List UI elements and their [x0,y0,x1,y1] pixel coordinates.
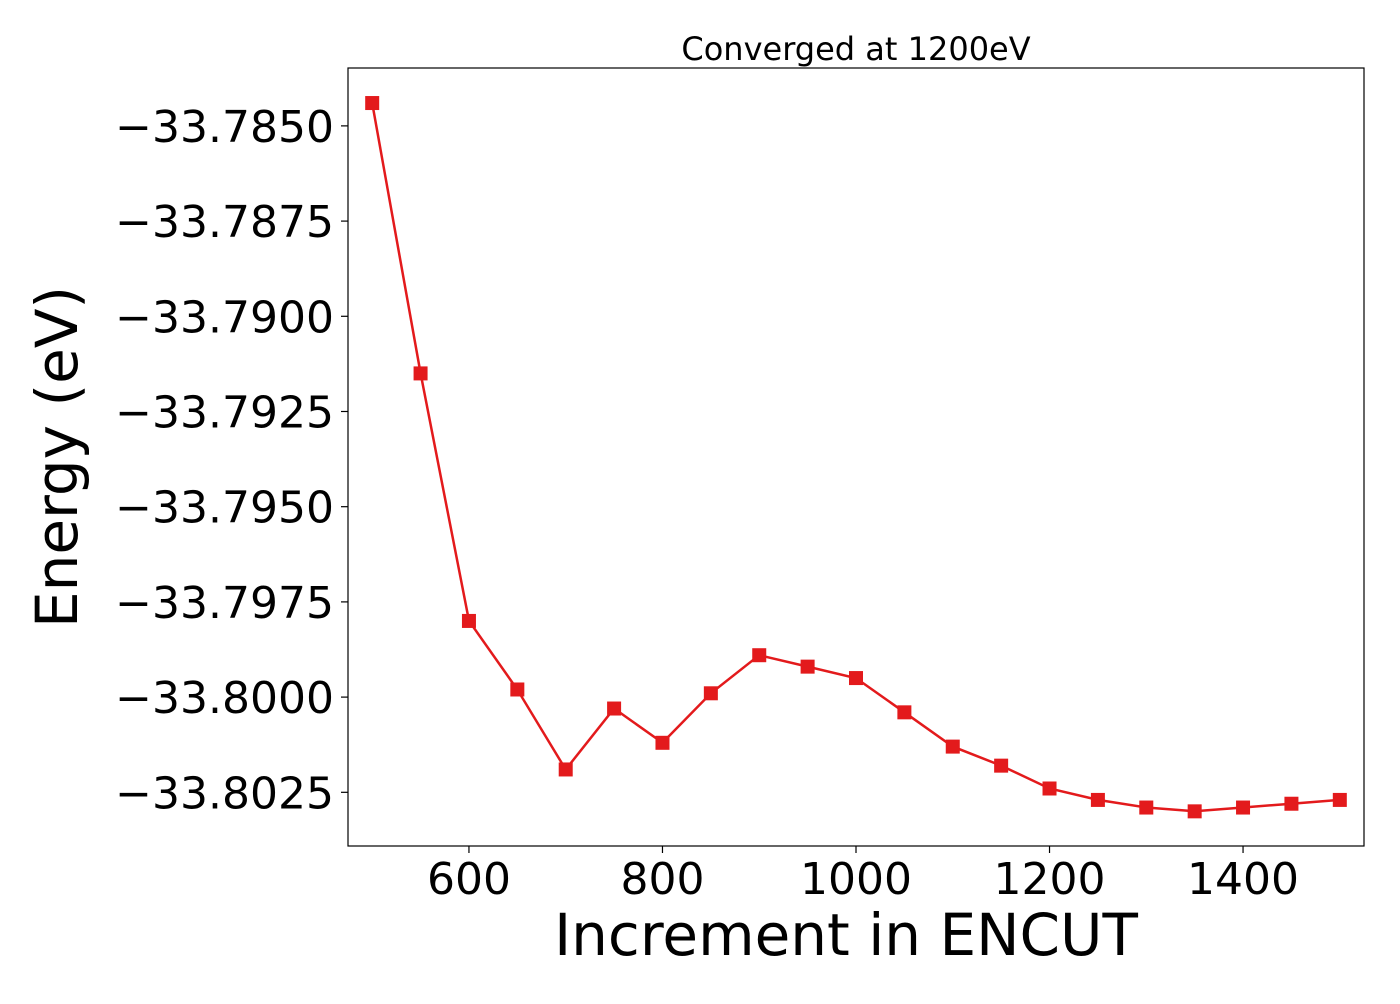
y-tick-label: −33.7875 [115,197,334,248]
data-point-marker [1332,792,1347,807]
data-point-marker [558,762,573,777]
data-point-marker [413,366,428,381]
data-point-marker [1284,796,1299,811]
chart-title: Converged at 1200eV [681,30,1030,68]
series-layer [365,96,1347,819]
data-point-marker [703,686,718,701]
x-axis: 600 800 1000 1200 1400 [427,846,1299,905]
x-tick-label: 800 [620,854,704,905]
data-point-marker [655,735,670,750]
y-tick-label: −33.7975 [115,578,334,629]
x-axis-title: Increment in ENCUT [554,901,1138,969]
x-tick-label: 1200 [994,854,1106,905]
data-point-marker [461,613,476,628]
y-tick-label: −33.8025 [115,768,334,819]
data-point-marker [800,659,815,674]
data-point-marker [365,96,380,111]
y-tick-label: −33.7900 [115,292,334,343]
y-tick-label: −33.7925 [115,387,334,438]
data-point-marker [897,705,912,720]
x-tick-label: 1400 [1187,854,1299,905]
data-point-marker [1187,804,1202,819]
data-point-marker [945,739,960,754]
y-axis-title: Energy (eV) [23,286,91,628]
x-tick-label: 1000 [800,854,912,905]
y-tick-label: −33.7950 [115,483,334,534]
data-point-marker [1090,792,1105,807]
data-point-marker [752,648,767,663]
y-tick-label: −33.8000 [115,673,334,724]
y-axis: −33.7850 −33.7875 −33.7900 −33.7925 −33.7950… [115,102,348,819]
plot-area-frame [347,67,1365,847]
data-point-marker [1236,800,1251,815]
data-point-marker [1139,800,1154,815]
data-point-marker [1042,781,1057,796]
y-tick-label: −33.7850 [115,102,334,153]
x-tick-label: 600 [427,854,511,905]
data-point-marker [849,671,863,686]
data-point-marker [994,758,1009,773]
data-point-marker [607,701,622,716]
data-point-marker [510,682,525,697]
